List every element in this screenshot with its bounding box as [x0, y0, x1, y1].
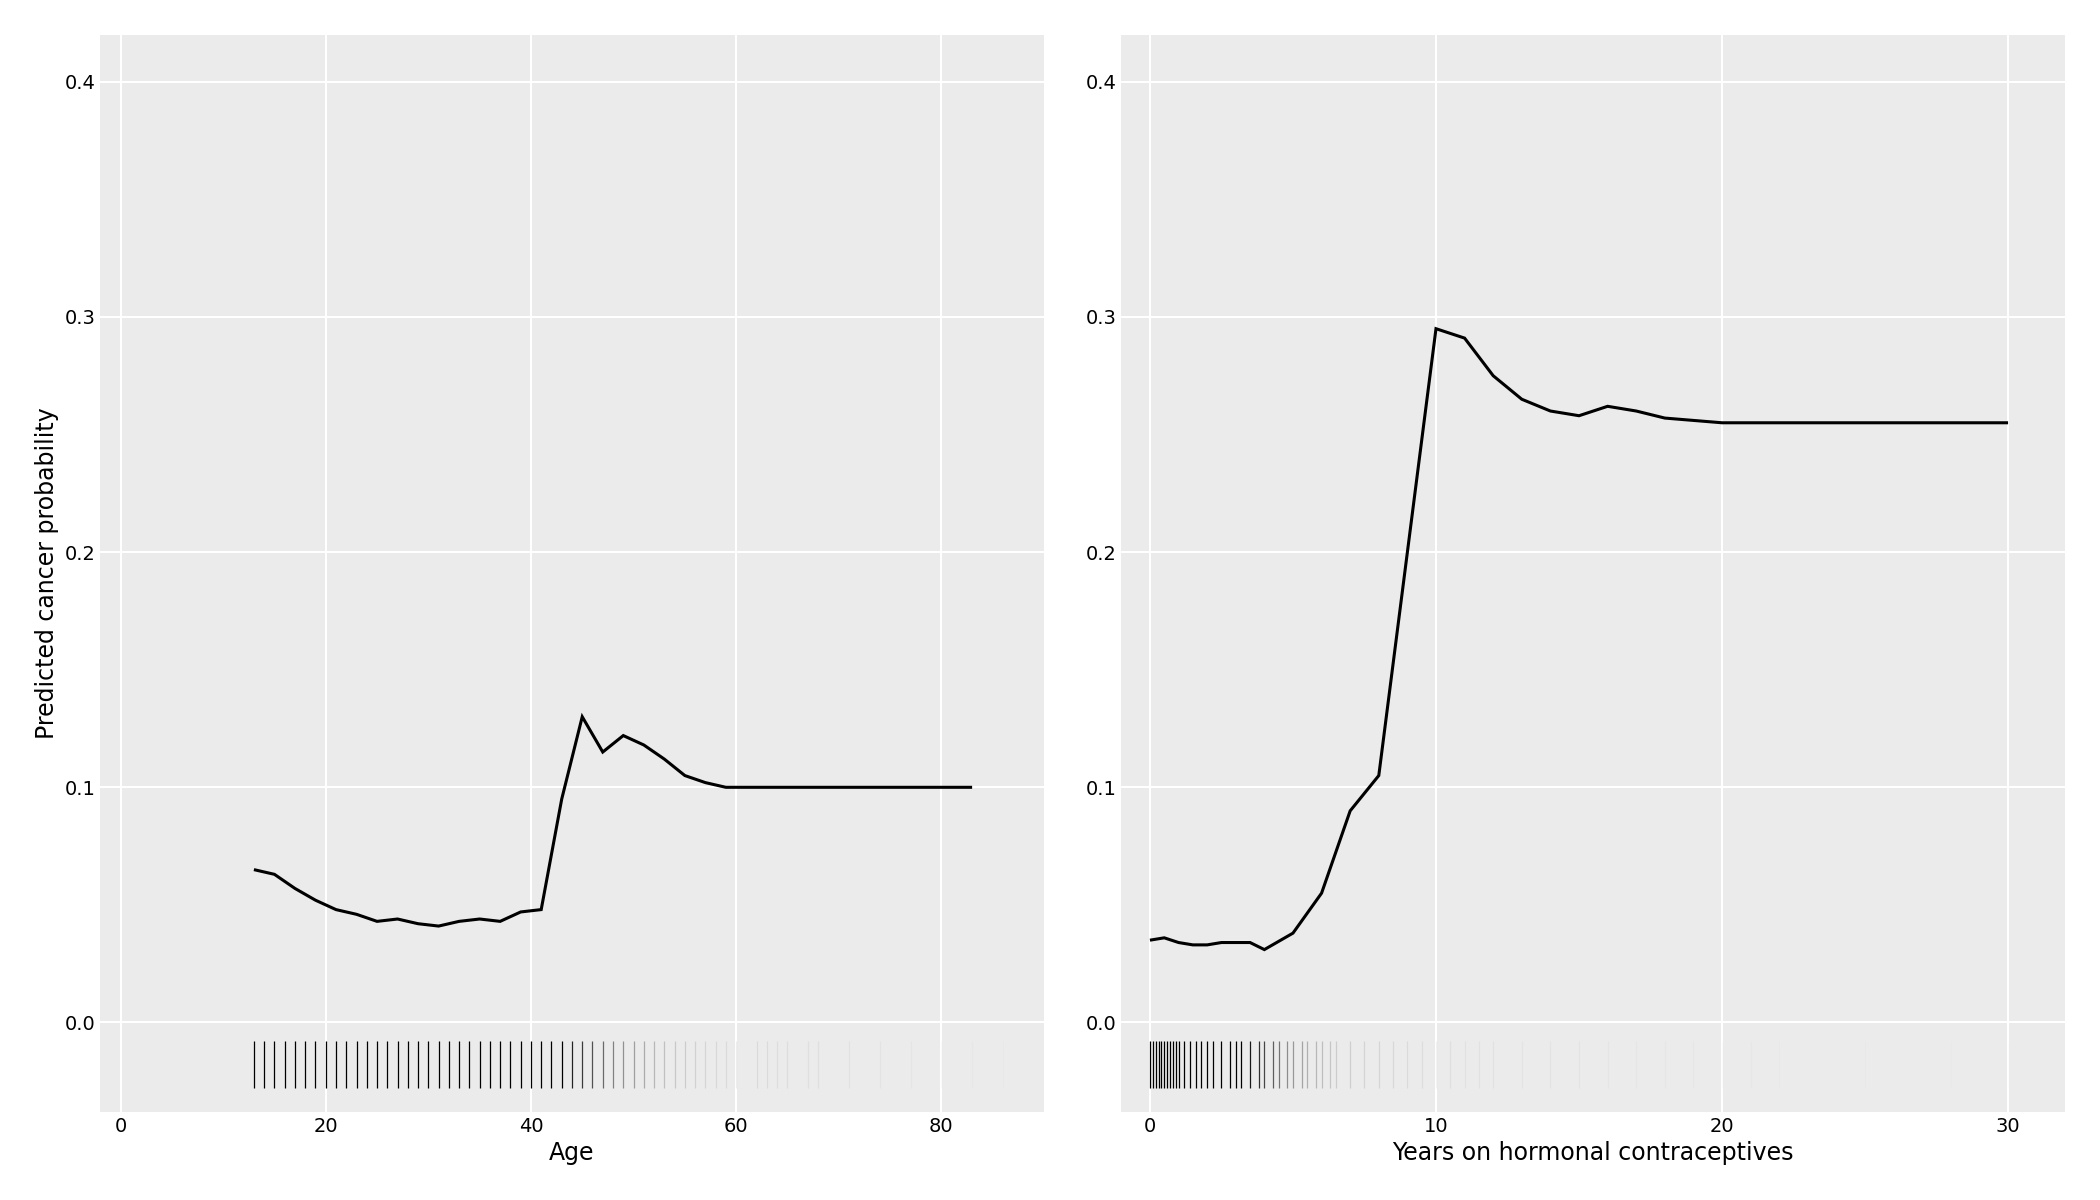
X-axis label: Years on hormonal contraceptives: Years on hormonal contraceptives	[1392, 1141, 1793, 1165]
X-axis label: Age: Age	[550, 1141, 594, 1165]
Y-axis label: Predicted cancer probability: Predicted cancer probability	[36, 408, 59, 739]
